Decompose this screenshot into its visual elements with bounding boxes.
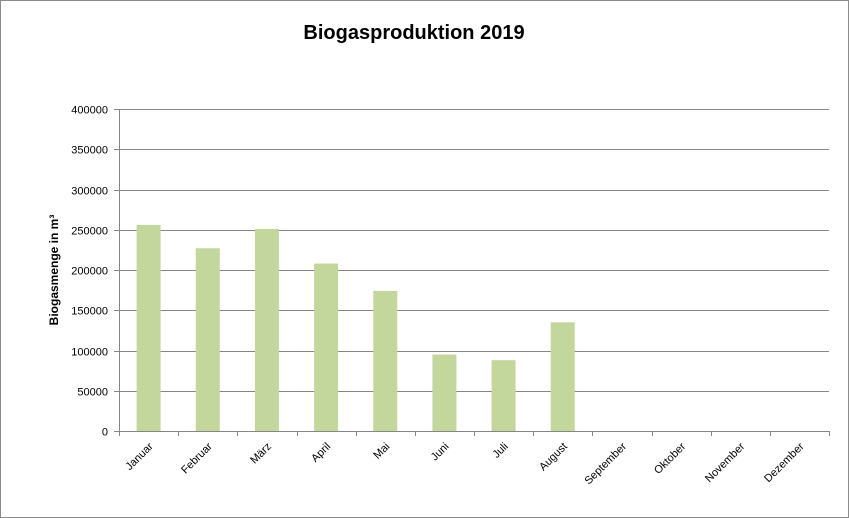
x-tick-label: Juni	[429, 441, 452, 464]
x-tick-labels: Januar Februar März April Mai Juni Juli August S…	[123, 440, 806, 487]
x-tick-label: Dezember	[762, 440, 807, 485]
bar	[491, 360, 516, 431]
y-tick-label: 250000	[71, 226, 108, 238]
y-tick-labels: 0 50000 100000 150000 200000 250000 300000 3500…	[71, 105, 108, 439]
bar	[136, 224, 161, 431]
y-tick-label: 350000	[71, 145, 108, 157]
chart-title: Biogasproduktion 2019	[303, 22, 524, 44]
x-tick-label: Januar	[123, 440, 156, 473]
x-tick-label: August	[537, 441, 570, 474]
y-tick-label: 100000	[71, 347, 108, 359]
x-tick-label: Mai	[371, 441, 392, 462]
x-tick-label: Juli	[491, 441, 511, 461]
y-tick-label: 150000	[71, 306, 108, 318]
y-tick-label: 200000	[71, 266, 108, 278]
x-tick-label: Februar	[179, 440, 215, 476]
y-tick-label: 400000	[71, 105, 108, 117]
x-tick-label: November	[703, 440, 748, 485]
bar	[314, 263, 339, 431]
x-tick-label: September	[583, 440, 630, 487]
x-tick-label: März	[248, 441, 274, 467]
gridlines	[114, 109, 829, 432]
y-tick-label: 0	[102, 427, 108, 439]
y-tick-label: 300000	[71, 186, 108, 198]
y-tick-label: 50000	[77, 387, 108, 399]
bar	[373, 290, 398, 431]
axes	[119, 109, 830, 436]
bar	[550, 322, 575, 431]
bar	[432, 354, 457, 431]
x-tick-label: April	[309, 441, 333, 465]
bar	[195, 248, 220, 431]
bar	[254, 228, 279, 431]
x-tick-label: Oktober	[652, 440, 688, 476]
bars	[136, 224, 575, 431]
y-axis-label: Biogasmenge in m³	[47, 215, 61, 326]
